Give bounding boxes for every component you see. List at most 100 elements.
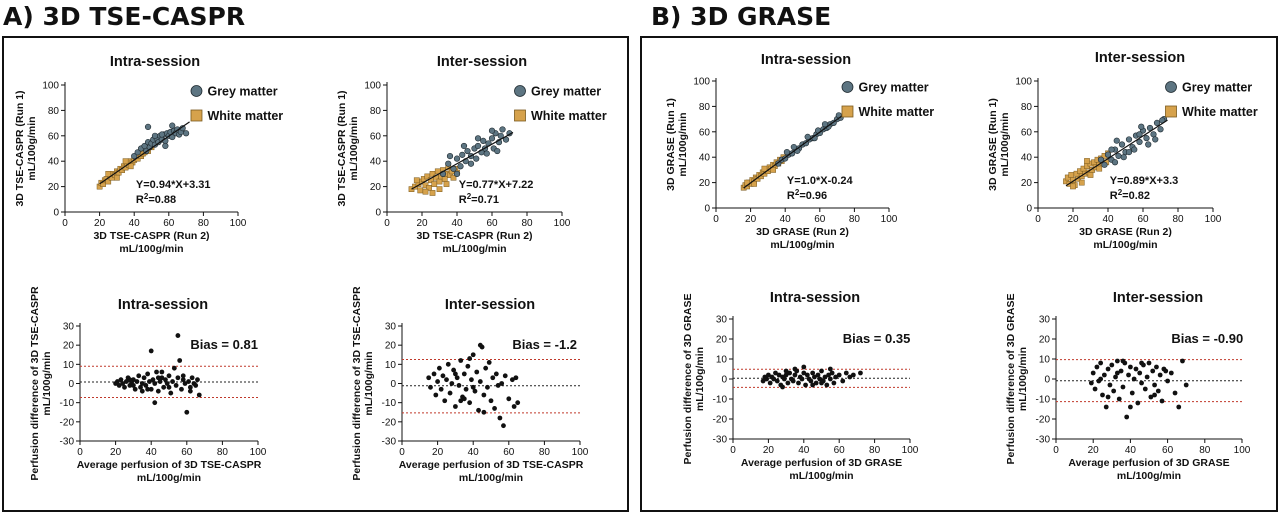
difference-point	[787, 370, 793, 376]
difference-point	[1131, 376, 1137, 382]
difference-point	[451, 367, 457, 373]
grey-matter-point	[1125, 136, 1133, 143]
difference-point	[195, 377, 200, 383]
difference-point	[159, 375, 165, 381]
white-matter-point	[443, 181, 450, 187]
difference-point	[180, 377, 186, 383]
difference-point	[1144, 374, 1150, 380]
white-matter-point	[441, 176, 448, 182]
y-tick-label: 40	[699, 153, 711, 164]
difference-point	[1165, 378, 1170, 384]
charts-layer: Intra-session 0 20 40 60 80 100 0 20 40 60 80 100 3D …	[14, 50, 1258, 484]
y-tick-label: 80	[1021, 102, 1033, 113]
bias-label: Bias = -0.90	[1171, 331, 1243, 346]
difference-point	[827, 376, 833, 382]
y-tick-label: 30	[1039, 315, 1051, 326]
r-squared: R2=0.96	[787, 188, 827, 202]
difference-point	[157, 379, 163, 384]
x-tick-label: 40	[780, 214, 792, 225]
grey-matter-point	[783, 149, 791, 156]
difference-point	[454, 375, 460, 381]
difference-point	[150, 377, 156, 383]
difference-point	[440, 373, 446, 379]
difference-point	[180, 373, 186, 379]
chart-title: Inter-session	[445, 297, 535, 313]
y-tick-label: 0	[704, 204, 710, 215]
x-tick-label: 60	[181, 447, 193, 458]
regression-equation: Y=1.0*X-0.24	[787, 175, 854, 187]
difference-point	[155, 388, 161, 394]
legend-white-marker	[190, 109, 203, 122]
difference-point	[492, 406, 497, 411]
white-matter-point	[413, 177, 420, 184]
difference-point	[436, 365, 442, 371]
difference-point	[1146, 360, 1152, 366]
y-tick-label: 20	[48, 182, 60, 193]
grey-matter-point	[144, 123, 152, 131]
regression-line	[1065, 119, 1168, 187]
r-squared: R2=0.82	[1110, 188, 1150, 202]
difference-point	[1139, 380, 1144, 386]
difference-point	[774, 378, 780, 384]
x-tick-label: 60	[1137, 214, 1149, 225]
grey-matter-point	[467, 160, 475, 167]
x-axis-label: Average perfusion of 3D TSE-CASPR	[399, 459, 584, 471]
y-tick-label: 20	[716, 335, 728, 346]
x-axis-label: Average perfusion of 3D GRASE	[741, 457, 902, 469]
x-tick-label: 0	[62, 218, 68, 229]
x-tick-label: 40	[146, 447, 158, 458]
panel-b-frame	[640, 36, 1278, 512]
chart-title: Inter-session	[1095, 50, 1185, 66]
y-tick-label: 100	[1015, 77, 1032, 88]
difference-point	[1111, 388, 1117, 394]
y-axis-label: 3D TSE-CASPR (Run 1)	[14, 90, 26, 206]
difference-point	[163, 377, 168, 383]
chart-2: Inter-session 0 20 40 60 80 100 0 20 40 60 80 100 3D …	[336, 54, 607, 255]
difference-point	[1152, 382, 1157, 388]
y-tick-label: 60	[48, 131, 60, 142]
y-axis-unit: mL/100g/min	[1017, 347, 1029, 411]
difference-point	[1124, 414, 1130, 420]
regression-equation: Y=0.77*X+7.22	[459, 179, 534, 191]
difference-point	[502, 373, 508, 379]
difference-point	[766, 372, 771, 378]
y-tick-label: 10	[1039, 355, 1051, 366]
grey-matter-point	[1125, 149, 1133, 156]
white-matter-point	[105, 171, 112, 177]
x-tick-label: 100	[902, 445, 919, 456]
chart-5: Intra-session 0 20 40 60 80 100 0 20 40 60 80 100 3D …	[665, 52, 934, 251]
difference-point	[1107, 382, 1113, 388]
chart-title: Intra-session	[770, 290, 860, 306]
y-tick-label: -20	[60, 417, 75, 428]
difference-point	[501, 423, 506, 429]
white-matter-point	[122, 158, 129, 165]
difference-point	[780, 384, 785, 390]
r2-symbol: R	[136, 194, 144, 206]
grey-matter-point	[453, 170, 461, 177]
difference-point	[801, 370, 807, 376]
white-matter-point	[417, 187, 424, 194]
difference-point	[193, 383, 199, 388]
difference-point	[433, 392, 439, 398]
difference-point	[186, 379, 191, 384]
difference-point	[831, 380, 837, 386]
grey-matter-point	[158, 131, 165, 138]
x-axis-label: Average perfusion of 3D TSE-CASPR	[77, 459, 262, 471]
y-tick-label: 20	[385, 341, 397, 352]
x-tick-label: 40	[468, 447, 480, 458]
difference-point	[1113, 374, 1118, 380]
y-axis-label: Perfusion difference of 3D TSE-CASPR	[351, 286, 363, 481]
difference-point	[1163, 368, 1169, 374]
x-tick-label: 80	[521, 218, 533, 229]
bias-label: Bias = 0.81	[190, 337, 258, 352]
legend-grey-label: Grey matter	[1182, 81, 1252, 95]
difference-point	[177, 358, 183, 363]
difference-point	[804, 372, 810, 378]
difference-point	[447, 390, 453, 396]
difference-point	[822, 374, 828, 380]
chart-title: Inter-session	[1113, 290, 1203, 306]
difference-point	[171, 365, 177, 371]
y-tick-label: -20	[382, 417, 397, 428]
white-matter-point	[761, 165, 768, 172]
